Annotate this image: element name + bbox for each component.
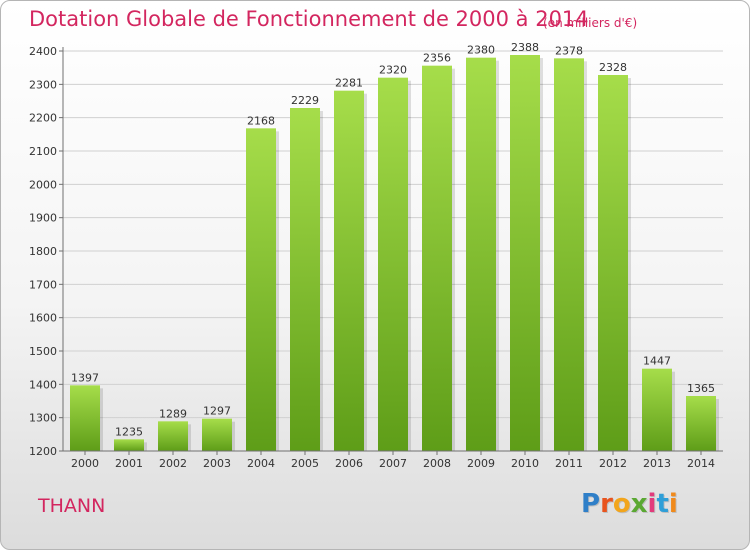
bar-2013 (642, 368, 672, 451)
y-tick-label: 1300 (29, 412, 57, 425)
chart-subtitle: (en milliers d'€) (543, 16, 638, 30)
data-label: 2380 (467, 44, 495, 57)
x-tick-label: 2007 (379, 457, 407, 470)
y-tick-label: 1700 (29, 278, 57, 291)
data-label: 2229 (291, 94, 319, 107)
x-tick-label: 2008 (423, 457, 451, 470)
y-tick-label: 2300 (29, 78, 57, 91)
bars (70, 55, 719, 452)
bar-2012 (598, 75, 628, 451)
x-tick-label: 2003 (203, 457, 231, 470)
bar-2014 (686, 396, 716, 451)
chart-title: Dotation Globale de Fonctionnement de 20… (29, 7, 589, 31)
bar-2009 (466, 57, 496, 452)
x-tick-label: 2001 (115, 457, 143, 470)
data-labels: 1397 1235 1289 1297 2168 2229 2281 2320 2356 2380… (71, 41, 715, 438)
bar-2005 (290, 108, 320, 451)
x-tick-label: 2005 (291, 457, 319, 470)
data-label: 1235 (115, 425, 143, 438)
data-label: 2320 (379, 64, 407, 77)
bar-2002 (158, 421, 188, 451)
bar-2003 (202, 418, 232, 451)
y-tick-label: 2000 (29, 178, 57, 191)
x-tick-label: 2010 (511, 457, 539, 470)
y-tick-label: 1800 (29, 245, 57, 258)
axes (62, 47, 723, 452)
y-tick-label: 1900 (29, 212, 57, 225)
bar-2010 (510, 55, 540, 451)
bar-2001 (114, 439, 144, 451)
data-label: 2281 (335, 77, 363, 90)
place-name: THANN (38, 495, 106, 517)
data-label: 1289 (159, 407, 187, 420)
bar-2007 (378, 77, 408, 452)
data-label: 2388 (511, 41, 539, 54)
y-axis-ticks: 1200 1300 1400 1500 1600 1700 1800 1900 2000 2100… (29, 45, 63, 458)
y-tick-label: 1200 (29, 445, 57, 458)
data-label: 2356 (423, 52, 451, 65)
data-label: 2378 (555, 44, 583, 57)
data-label: 2328 (599, 61, 627, 74)
y-tick-label: 1500 (29, 345, 57, 358)
bar-2000 (70, 385, 100, 451)
bar-2011 (554, 58, 584, 451)
data-label: 1297 (203, 405, 231, 418)
x-tick-label: 2000 (71, 457, 99, 470)
x-tick-label: 2011 (555, 457, 583, 470)
data-label: 1397 (71, 371, 99, 384)
x-tick-label: 2006 (335, 457, 363, 470)
x-tick-label: 2002 (159, 457, 187, 470)
data-label: 2168 (247, 114, 275, 127)
bar-2004 (246, 128, 276, 451)
x-tick-label: 2013 (643, 457, 671, 470)
y-tick-label: 1400 (29, 378, 57, 391)
x-axis-ticks: 2000 2001 2002 2003 2004 2005 2006 2007 2008 2009… (71, 451, 715, 470)
bar-2008 (422, 65, 452, 452)
y-tick-label: 2400 (29, 45, 57, 58)
y-tick-label: 1600 (29, 312, 57, 325)
x-tick-label: 2004 (247, 457, 275, 470)
proxiti-logo: Proxiti (581, 489, 678, 519)
bar-2006 (334, 90, 364, 452)
x-tick-label: 2014 (687, 457, 715, 470)
data-label: 1365 (687, 382, 715, 395)
data-label: 1447 (643, 355, 671, 368)
x-tick-label: 2012 (599, 457, 627, 470)
y-tick-label: 2200 (29, 112, 57, 125)
y-tick-label: 2100 (29, 145, 57, 158)
x-tick-label: 2009 (467, 457, 495, 470)
